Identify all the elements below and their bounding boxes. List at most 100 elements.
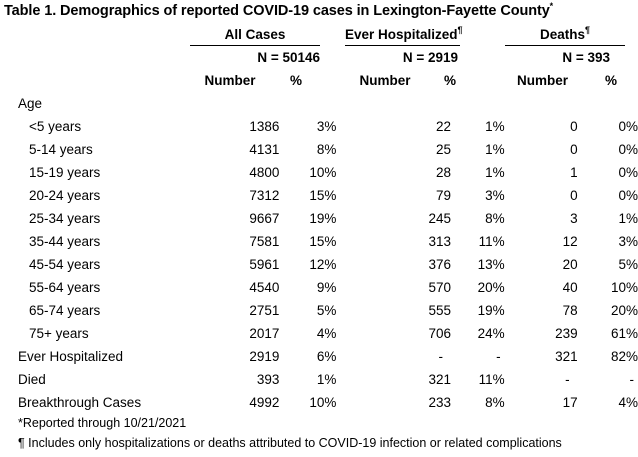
- table-row: 15-19 years 4800 10% 28 1% 1 0%: [0, 161, 638, 184]
- cell-all-number: 7312: [249, 188, 280, 203]
- cell-hosp-percent: 8%: [485, 395, 505, 410]
- title-footnote-marker: *: [549, 1, 554, 11]
- cell-hosp-percent: 24%: [477, 326, 505, 341]
- group-label: All Cases: [224, 27, 286, 42]
- cell-hosp-percent: 1%: [485, 142, 505, 157]
- table-row: <5 years 1386 3% 22 1% 0 0%: [0, 115, 638, 138]
- table-row: 5-14 years 4131 8% 25 1% 0 0%: [0, 138, 638, 161]
- cell-all-number: 5961: [249, 257, 280, 272]
- cell-hosp-number: 321: [428, 372, 451, 387]
- cell-deaths-number: 12: [562, 234, 578, 249]
- row-label: 20-24 years: [29, 188, 101, 203]
- cell-hosp-percent: 1%: [485, 165, 505, 180]
- cell-hosp-number: 79: [435, 188, 451, 203]
- cell-hosp-number: 28: [435, 165, 451, 180]
- footnote-reported-through: *Reported through 10/21/2021: [18, 416, 187, 430]
- demographics-table: Age <5 years 1386 3% 22 1% 0 0% 5-14 years 4131…: [0, 92, 638, 414]
- cell-hosp-number: 376: [428, 257, 451, 272]
- table-row: 20-24 years 7312 15% 79 3% 0 0%: [0, 184, 638, 207]
- cell-deaths-percent: -: [629, 372, 635, 387]
- table-row: 75+ years 2017 4% 706 24% 239 61%: [0, 322, 638, 345]
- cell-hosp-percent: 11%: [478, 372, 505, 387]
- cell-hosp-number: 706: [428, 326, 451, 341]
- group-footnote-marker: ¶: [585, 25, 591, 35]
- cell-all-number: 393: [256, 372, 280, 387]
- cell-all-percent: 6%: [316, 349, 337, 364]
- subheader-percent: %: [604, 73, 617, 88]
- subheader-number: Number: [516, 73, 568, 88]
- cell-hosp-percent: 3%: [485, 188, 505, 203]
- cell-all-number: 4992: [249, 395, 280, 410]
- cell-hosp-percent: 8%: [485, 211, 505, 226]
- group-footnote-marker: ¶: [457, 25, 463, 35]
- table-row: 45-54 years 5961 12% 376 13% 20 5%: [0, 253, 638, 276]
- cell-all-number: 9667: [249, 211, 280, 226]
- cell-all-percent: 15%: [309, 234, 337, 249]
- row-label: 75+ years: [29, 326, 89, 341]
- group-underline: [345, 45, 460, 46]
- cell-deaths-number: 78: [562, 303, 578, 318]
- row-label: 35-44 years: [29, 234, 101, 249]
- footnote-includes-only: ¶ Includes only hospitalizations or deat…: [18, 436, 562, 450]
- cell-deaths-percent: 82%: [610, 349, 638, 364]
- cell-deaths-number: 239: [555, 326, 578, 341]
- cell-deaths-percent: 0%: [618, 119, 638, 134]
- cell-deaths-percent: 20%: [610, 303, 638, 318]
- cell-all-percent: 10%: [309, 165, 337, 180]
- cell-all-number: 2017: [249, 326, 280, 341]
- cell-hosp-number: 555: [428, 303, 451, 318]
- cell-deaths-number: 1: [570, 165, 578, 180]
- row-label: <5 years: [29, 119, 82, 134]
- group-underline: [505, 45, 625, 46]
- cell-all-number: 2919: [249, 349, 280, 364]
- cell-all-percent: 1%: [316, 372, 337, 387]
- group-label: Ever Hospitalized: [345, 27, 458, 42]
- table-title-text: Table 1. Demographics of reported COVID-…: [4, 3, 550, 19]
- cell-all-number: 4131: [249, 142, 280, 157]
- cell-hosp-percent: 20%: [477, 280, 505, 295]
- cell-all-percent: 4%: [316, 326, 337, 341]
- cell-deaths-number: -: [565, 372, 570, 387]
- cell-deaths-number: 40: [562, 280, 578, 295]
- cell-hosp-percent: 1%: [485, 119, 505, 134]
- cell-hosp-number: 313: [428, 234, 451, 249]
- cell-hosp-number: 245: [428, 211, 451, 226]
- cell-all-number: 2751: [249, 303, 280, 318]
- cell-all-percent: 3%: [316, 119, 337, 134]
- cell-deaths-percent: 10%: [610, 280, 638, 295]
- cell-deaths-percent: 5%: [618, 257, 638, 272]
- row-label: Breakthrough Cases: [18, 395, 142, 410]
- cell-hosp-number: 570: [428, 280, 451, 295]
- cell-deaths-percent: 0%: [618, 142, 638, 157]
- cell-all-number: 7581: [249, 234, 280, 249]
- cell-deaths-number: 0: [570, 188, 578, 203]
- cell-deaths-number: 0: [570, 119, 578, 134]
- row-label: 65-74 years: [29, 303, 101, 318]
- group-header-ever-hospitalized: Ever Hospitalized¶: [345, 25, 463, 42]
- group-underline: [190, 45, 320, 46]
- row-label: 45-54 years: [29, 257, 101, 272]
- cell-deaths-percent: 1%: [618, 211, 638, 226]
- cell-all-percent: 12%: [309, 257, 337, 272]
- cell-hosp-number: 25: [435, 142, 451, 157]
- subheader-percent: %: [289, 73, 302, 88]
- cell-hosp-percent: 11%: [478, 234, 505, 249]
- cell-deaths-percent: 0%: [618, 165, 638, 180]
- cell-all-number: 1386: [249, 119, 280, 134]
- cell-hosp-number: 22: [435, 119, 451, 134]
- summary-row: Ever Hospitalized 2919 6% - - 321 82%: [0, 345, 638, 368]
- cell-deaths-number: 17: [562, 395, 578, 410]
- cell-deaths-percent: 0%: [618, 188, 638, 203]
- section-label: Age: [18, 96, 43, 111]
- row-label: 15-19 years: [29, 165, 101, 180]
- cell-deaths-percent: 4%: [618, 395, 638, 410]
- cell-hosp-number: -: [438, 349, 444, 364]
- cell-deaths-percent: 61%: [610, 326, 638, 341]
- subheader-number: Number: [359, 73, 411, 88]
- row-label: 5-14 years: [29, 142, 93, 157]
- cell-all-percent: 10%: [309, 395, 337, 410]
- group-label: Deaths: [539, 27, 585, 42]
- table-row: 55-64 years 4540 9% 570 20% 40 10%: [0, 276, 638, 299]
- row-label: Died: [18, 372, 46, 387]
